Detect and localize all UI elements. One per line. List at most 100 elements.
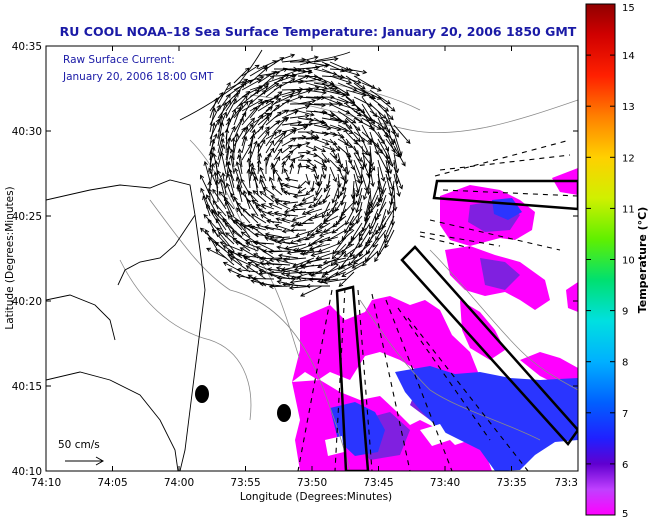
current-vector-head bbox=[208, 167, 213, 173]
current-vector bbox=[393, 187, 396, 211]
current-vector bbox=[302, 194, 315, 202]
current-vector bbox=[216, 180, 219, 203]
current-vector bbox=[281, 145, 293, 154]
current-vector bbox=[265, 77, 284, 91]
current-vector bbox=[305, 159, 317, 169]
current-vector bbox=[345, 124, 361, 142]
coastline-segment bbox=[46, 294, 116, 341]
current-vector-head bbox=[394, 132, 399, 138]
current-vector-head bbox=[330, 261, 335, 267]
coastline-segment bbox=[117, 214, 196, 286]
current-vector-head bbox=[268, 284, 274, 289]
current-vector bbox=[274, 199, 291, 203]
current-vector bbox=[311, 250, 331, 256]
current-vector bbox=[214, 241, 235, 259]
current-vector bbox=[225, 126, 236, 147]
current-vector bbox=[227, 215, 243, 231]
current-vector bbox=[267, 268, 291, 273]
current-vector-head bbox=[259, 260, 264, 266]
radar-site-marker bbox=[277, 404, 291, 422]
current-vector bbox=[337, 131, 349, 146]
current-vector-head bbox=[205, 229, 210, 234]
current-vector-head bbox=[299, 154, 305, 159]
x-tick-label: 74:00 bbox=[164, 477, 194, 489]
current-vector-head bbox=[280, 187, 286, 193]
current-vector-head bbox=[307, 203, 313, 209]
current-vector bbox=[225, 98, 237, 119]
current-vector-head bbox=[253, 140, 258, 146]
colorbar-tick-label: 9 bbox=[622, 307, 628, 318]
current-vector-head bbox=[390, 140, 395, 146]
current-vector bbox=[278, 177, 283, 189]
current-vector-head bbox=[361, 227, 367, 233]
current-vector-head bbox=[365, 250, 371, 256]
current-vector bbox=[273, 74, 297, 84]
current-vector bbox=[313, 110, 335, 117]
current-vector bbox=[315, 222, 331, 233]
current-vector-head bbox=[296, 143, 302, 149]
current-vector bbox=[321, 124, 341, 131]
current-vector-head bbox=[275, 258, 281, 263]
current-vector-head bbox=[366, 190, 371, 196]
colorbar-tick-label: 15 bbox=[622, 3, 635, 14]
current-vector bbox=[331, 243, 347, 259]
current-vector-head bbox=[290, 53, 296, 59]
current-vector bbox=[345, 68, 367, 74]
current-vector-head bbox=[219, 131, 225, 137]
radar-sector-line bbox=[434, 139, 571, 177]
current-vector bbox=[321, 110, 340, 121]
current-vector-head bbox=[322, 90, 327, 95]
current-vector-head bbox=[378, 226, 383, 232]
current-vector-head bbox=[273, 211, 279, 216]
current-vector-head bbox=[269, 100, 275, 106]
current-vector-head bbox=[216, 227, 222, 232]
current-vector-head bbox=[250, 279, 256, 284]
current-vector bbox=[297, 277, 323, 280]
current-vector bbox=[321, 89, 346, 96]
current-vector bbox=[305, 89, 327, 94]
current-vector-head bbox=[259, 281, 264, 287]
current-vector-head bbox=[272, 238, 278, 243]
current-vector-head bbox=[292, 263, 298, 268]
current-vector bbox=[298, 201, 315, 206]
current-vector bbox=[377, 138, 390, 159]
current-vector bbox=[329, 152, 340, 164]
current-vector-head bbox=[246, 168, 252, 174]
current-vector bbox=[289, 75, 310, 84]
current-vector bbox=[357, 187, 363, 206]
current-vector bbox=[233, 133, 238, 154]
current-vector bbox=[222, 172, 227, 196]
current-vector-head bbox=[242, 111, 247, 117]
current-vector bbox=[332, 222, 347, 234]
current-vector-head bbox=[313, 213, 319, 218]
current-vector-head bbox=[211, 209, 217, 215]
current-vector-head bbox=[340, 175, 345, 181]
current-vector-head bbox=[312, 240, 318, 245]
current-vector-head bbox=[313, 55, 319, 61]
current-vector-head bbox=[259, 256, 264, 261]
current-vector-head bbox=[252, 190, 258, 195]
current-vector-head bbox=[232, 237, 237, 242]
current-vector-head bbox=[354, 150, 359, 155]
current-vector-head bbox=[234, 241, 240, 246]
current-vector bbox=[324, 180, 331, 193]
current-vector-head bbox=[263, 156, 269, 162]
current-vector-head bbox=[234, 167, 239, 173]
current-vector-head bbox=[316, 278, 322, 284]
colorbar-ticks: 5 6 7 8 9 10 11 12 13 14 15 bbox=[586, 3, 635, 519]
current-vector-head bbox=[244, 238, 250, 244]
current-vector-head bbox=[335, 207, 340, 212]
current-vector bbox=[259, 167, 267, 182]
coastline bbox=[46, 49, 351, 471]
colorbar-tick-label: 5 bbox=[622, 509, 628, 519]
current-vector-head bbox=[315, 227, 320, 233]
current-vector bbox=[393, 124, 411, 144]
current-vector-head bbox=[293, 266, 299, 272]
current-vector-head bbox=[323, 217, 328, 222]
current-vector bbox=[323, 257, 347, 264]
current-vector-head bbox=[335, 271, 340, 276]
current-vector bbox=[291, 208, 307, 211]
current-vector bbox=[224, 196, 235, 217]
current-vector bbox=[375, 222, 387, 241]
current-vector bbox=[353, 152, 364, 170]
